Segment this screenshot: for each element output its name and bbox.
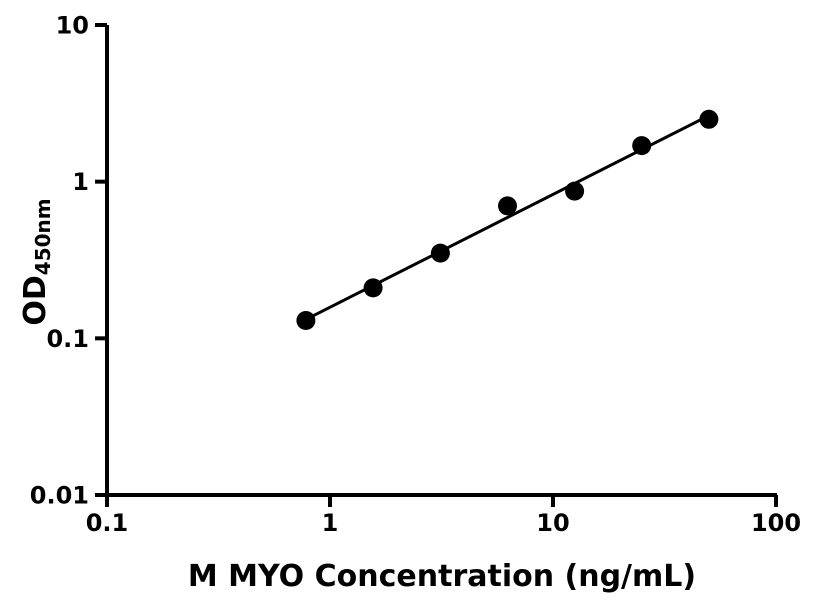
data-point: [363, 278, 383, 298]
data-points: [296, 109, 719, 330]
data-point: [632, 136, 652, 156]
y-tick-label: 0.1: [46, 325, 89, 353]
x-tick-label: 10: [536, 509, 569, 537]
x-tick-label: 0.1: [86, 509, 129, 537]
data-point: [430, 243, 450, 263]
x-axis-title: M MYO Concentration (ng/mL): [188, 559, 696, 594]
data-point: [498, 196, 517, 216]
data-point: [296, 311, 316, 330]
x-tick-labels: 0.1 1 10 100: [86, 509, 801, 537]
y-tick-label: 0.01: [30, 482, 89, 510]
data-point: [565, 181, 585, 201]
y-tick-label: 1: [72, 168, 89, 196]
y-axis-title-subscript: 450nm: [31, 198, 55, 275]
x-tick-label: 1: [322, 509, 339, 537]
y-tick-label: 10: [56, 11, 89, 39]
y-axis-title-main: OD: [18, 275, 53, 325]
x-tick-label: 100: [751, 509, 801, 537]
y-tick-labels: 0.01 0.1 1 10: [30, 11, 89, 509]
data-point: [699, 109, 719, 129]
y-axis-title: OD450nm: [18, 198, 55, 325]
y-ticks: [95, 22, 107, 497]
